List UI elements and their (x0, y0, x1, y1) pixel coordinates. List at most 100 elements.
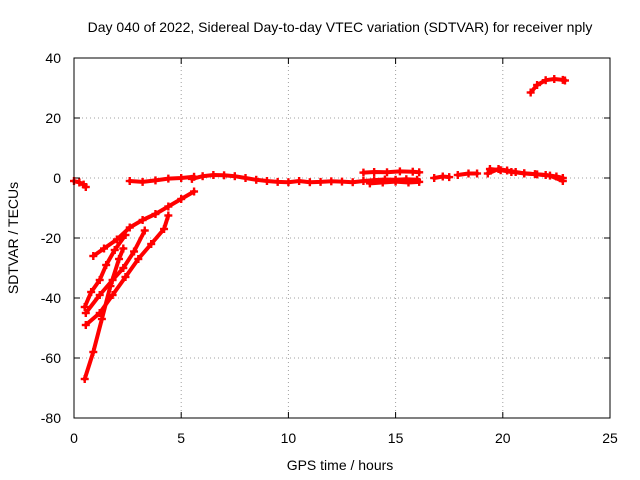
data-point (560, 76, 569, 85)
data-point (507, 168, 516, 176)
data-point (273, 177, 282, 186)
data-point (496, 166, 505, 175)
series-arc-03 (89, 187, 199, 260)
data-point (125, 223, 134, 232)
data-point (558, 177, 567, 185)
data-point (378, 178, 387, 187)
y-tick-label: -40 (41, 290, 61, 306)
series-arc-06 (81, 226, 149, 317)
data-point (526, 88, 535, 97)
data-point (483, 169, 492, 178)
data-point (348, 178, 357, 187)
series-line (83, 228, 147, 315)
series-arc-01 (70, 177, 90, 191)
series-arc-04 (81, 211, 173, 329)
data-point (404, 178, 413, 187)
series-arc-15 (526, 75, 569, 97)
series-arc-10 (365, 177, 424, 188)
y-tick-label: 40 (45, 50, 61, 66)
data-point (177, 174, 186, 182)
series-line (83, 213, 171, 327)
data-point (138, 216, 147, 224)
data-point (445, 173, 454, 182)
series-line (189, 173, 419, 185)
data-point (327, 177, 336, 186)
y-tick-label: -20 (41, 230, 61, 246)
data-point (545, 171, 554, 180)
data-point (485, 165, 494, 173)
series-arc-07 (125, 172, 199, 186)
data-point (464, 169, 473, 178)
data-point (95, 291, 104, 299)
data-point (284, 178, 293, 187)
data-point (134, 255, 143, 263)
series-arc-14 (485, 165, 567, 185)
tick-labels: 0 5 10 15 20 25 -80 -60 -40 -20 0 20 40 (41, 50, 618, 446)
series-arc-11 (430, 172, 454, 182)
x-axis-label: GPS time / hours (287, 457, 394, 473)
data-point (160, 225, 169, 233)
data-point (81, 183, 90, 191)
x-tick-label: 25 (602, 430, 618, 446)
data-point (391, 177, 400, 186)
data-point (533, 170, 542, 179)
data-point (365, 179, 374, 188)
series-arc-08 (187, 171, 422, 187)
data-point (230, 172, 239, 181)
x-tick-label: 10 (281, 430, 297, 446)
data-point (550, 75, 559, 83)
data-point (295, 177, 304, 185)
data-point (89, 348, 98, 356)
data-point (75, 178, 84, 187)
y-tick-label: 20 (45, 110, 61, 126)
data-point (415, 168, 424, 177)
data-point (97, 315, 106, 323)
data-point (164, 202, 173, 211)
data-point (430, 174, 439, 182)
chart-title: Day 040 of 2022, Sidereal Day-to-day VTE… (88, 19, 593, 35)
data-point (151, 176, 160, 185)
y-tick-label: -80 (41, 410, 61, 426)
data-point (473, 169, 482, 178)
data-point (130, 247, 139, 256)
data-layer (70, 75, 569, 383)
y-tick-label: -60 (41, 350, 61, 366)
data-point (316, 177, 325, 186)
x-tick-label: 0 (70, 430, 78, 446)
data-point (164, 211, 173, 220)
data-point (125, 177, 134, 185)
x-tick-label: 15 (388, 430, 404, 446)
data-point (198, 172, 207, 181)
data-point (220, 171, 229, 180)
data-point (415, 177, 424, 186)
data-point (121, 273, 130, 281)
data-point (209, 171, 218, 179)
data-point (541, 76, 550, 85)
data-point (119, 244, 128, 253)
series-arc-02 (80, 231, 130, 311)
data-point (81, 309, 90, 317)
data-point (112, 235, 121, 244)
data-point (359, 168, 368, 177)
x-tick-label: 5 (177, 430, 185, 446)
data-point (359, 177, 368, 185)
series-arc-05 (80, 244, 128, 383)
x-tick-label: 20 (495, 430, 511, 446)
series-arc-12 (453, 169, 482, 179)
data-point (110, 246, 119, 254)
data-point (252, 175, 261, 184)
data-point (395, 167, 404, 176)
data-point (305, 178, 314, 187)
data-point (151, 210, 160, 218)
data-point (383, 168, 392, 177)
data-point (338, 177, 346, 186)
data-point (87, 288, 96, 296)
data-point (115, 255, 124, 263)
plot-frame (73, 57, 611, 419)
data-point (190, 187, 199, 196)
data-point (80, 375, 89, 383)
data-point (81, 321, 90, 329)
data-point (241, 174, 250, 182)
data-point (187, 174, 196, 183)
